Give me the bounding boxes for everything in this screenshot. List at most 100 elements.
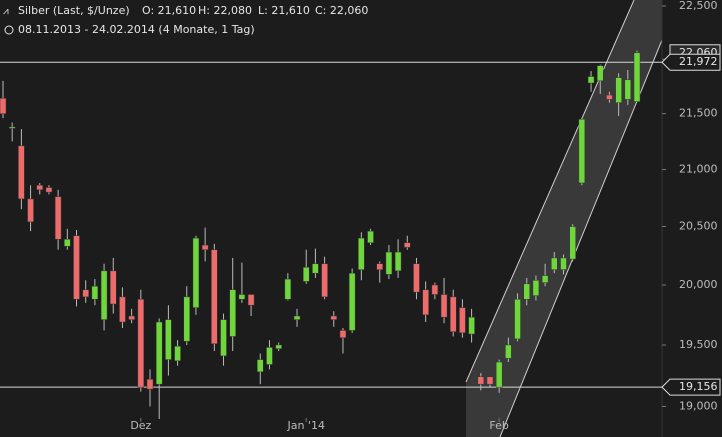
candle [302,249,310,284]
x-tick-label: Feb [489,419,508,432]
candle [220,313,227,366]
candle-body [8,126,16,129]
candle [422,281,429,323]
price-tag [661,53,721,71]
candle [413,257,420,300]
channel-upper [465,0,635,383]
candle-body [192,237,200,308]
candle-body [137,299,145,388]
candle-body [422,289,429,316]
candle [633,50,641,102]
candle [64,228,71,250]
candle [376,261,383,283]
candle [238,262,246,303]
icon: ⩘ [3,6,9,17]
y-tick-label: 20,500 [679,220,718,233]
candle [229,257,236,352]
candle-body [404,242,411,248]
candle [73,229,80,307]
candle-body [633,52,641,102]
candle [514,293,521,342]
ohlc-open: O: 21,610 [142,4,196,17]
candle-body [339,330,347,338]
candle-body [82,289,89,298]
chart-subtitle: 08.11.2013 - 24.02.2014 (4 Monate, 1 Tag… [18,23,255,36]
candle [394,239,402,278]
candle-body [624,79,632,100]
candle-body [514,299,521,340]
x-tick-label: Jan '14 [286,419,324,432]
candle [82,280,89,303]
candle [495,359,503,393]
candle-body [596,65,604,82]
y-tick-label: 19,500 [679,338,718,351]
candle-body [440,294,448,318]
candle [560,254,567,275]
candle-body [587,76,595,84]
logo-icon: ⩘ [3,6,9,17]
candle-body [284,278,292,300]
candle [293,308,301,327]
candle [367,228,374,246]
candle [174,340,181,366]
candle [110,257,117,314]
candle [321,256,328,300]
y-tick-label: 19,000 [679,400,718,413]
candle-body [486,376,494,385]
candle-body [18,145,25,200]
candle-body [615,77,622,103]
candle-body [238,294,246,300]
candle-body [64,239,71,247]
candle [211,243,218,352]
candle [587,71,595,92]
candle [0,80,7,119]
candle [128,308,135,324]
candle [192,235,200,315]
candle-body [266,347,273,365]
candle [201,227,209,262]
candle [330,311,338,327]
candle-body [54,196,62,240]
y-tick-label: 21,000 [679,162,718,175]
candle [137,289,145,392]
candle-body [201,244,209,250]
candle-body [229,289,236,337]
candle-body [119,296,126,323]
candle-body [45,187,53,193]
candle-body [523,283,530,300]
candle-body [91,285,99,300]
candle [569,224,576,262]
candle [155,318,163,420]
y-tick-label: 21,500 [679,107,718,120]
ohlc-low: L: 21,610 [258,4,310,17]
candle-body [321,263,328,298]
candle-body [174,345,181,362]
candle-body [100,270,108,320]
candle [431,282,439,300]
price-tag [661,378,721,396]
candle-body [532,280,540,296]
candle [54,189,62,250]
candle-body [385,251,393,275]
candle [358,232,365,281]
candle-body [358,237,365,270]
candle [284,273,292,301]
candle [8,122,16,142]
candle [91,279,99,306]
candle [146,369,154,407]
candle-body [477,376,485,385]
candle-body [146,378,154,390]
candle-body [36,185,44,191]
candle [266,340,273,370]
candle-body [551,257,558,270]
candle-body [449,296,457,332]
candle [532,275,540,301]
candle [348,268,356,333]
candle [615,73,622,116]
candle-body [220,319,227,357]
candle [505,337,512,363]
chart-title: Silber (Last, $/Unze) [18,4,130,17]
candle [183,286,191,345]
candle-body [606,94,613,100]
